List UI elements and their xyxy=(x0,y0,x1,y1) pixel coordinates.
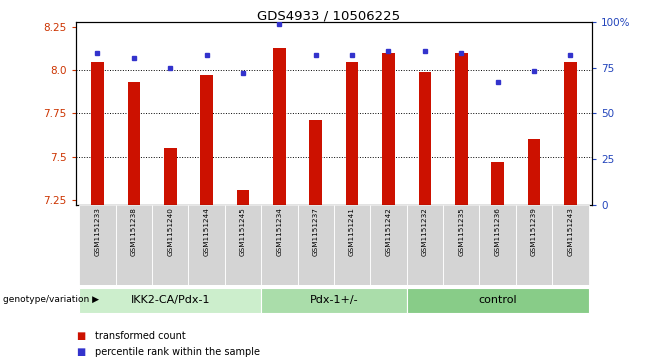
Bar xyxy=(188,205,225,285)
Bar xyxy=(309,121,322,205)
Bar xyxy=(164,148,176,205)
Bar xyxy=(528,139,540,205)
Text: GSM1151238: GSM1151238 xyxy=(131,208,137,256)
Text: genotype/variation ▶: genotype/variation ▶ xyxy=(3,295,99,304)
Text: GSM1151244: GSM1151244 xyxy=(203,208,210,256)
Text: GSM1151243: GSM1151243 xyxy=(567,208,573,256)
Text: GSM1151245: GSM1151245 xyxy=(240,208,246,256)
Text: GSM1151239: GSM1151239 xyxy=(531,208,537,256)
Bar xyxy=(116,205,152,285)
Text: GSM1151235: GSM1151235 xyxy=(458,208,465,256)
Bar xyxy=(552,205,588,285)
Bar xyxy=(273,48,286,205)
Text: GSM1151240: GSM1151240 xyxy=(167,208,173,256)
Bar xyxy=(370,205,407,285)
Text: GSM1151233: GSM1151233 xyxy=(95,208,101,256)
Bar xyxy=(407,205,443,285)
Text: GSM1151241: GSM1151241 xyxy=(349,208,355,256)
Text: transformed count: transformed count xyxy=(95,331,186,341)
Text: GSM1151232: GSM1151232 xyxy=(422,208,428,256)
Text: ■: ■ xyxy=(76,331,85,341)
Bar xyxy=(345,62,359,205)
Text: control: control xyxy=(478,295,517,305)
Bar xyxy=(480,205,516,285)
Bar xyxy=(225,205,261,285)
Text: Pdx-1+/-: Pdx-1+/- xyxy=(310,295,358,305)
Bar xyxy=(261,288,407,313)
Text: GSM1151242: GSM1151242 xyxy=(386,208,392,256)
Bar xyxy=(200,76,213,205)
Bar xyxy=(418,72,431,205)
Bar xyxy=(80,205,116,285)
Bar xyxy=(297,205,334,285)
Bar xyxy=(443,205,480,285)
Bar xyxy=(91,62,104,205)
Bar xyxy=(261,205,297,285)
Bar xyxy=(516,205,552,285)
Bar xyxy=(382,53,395,205)
Text: ■: ■ xyxy=(76,347,85,357)
Bar xyxy=(455,53,468,205)
Text: GSM1151237: GSM1151237 xyxy=(313,208,318,256)
Text: percentile rank within the sample: percentile rank within the sample xyxy=(95,347,261,357)
Text: IKK2-CA/Pdx-1: IKK2-CA/Pdx-1 xyxy=(130,295,210,305)
Bar xyxy=(492,162,504,205)
Text: GDS4933 / 10506225: GDS4933 / 10506225 xyxy=(257,9,401,22)
Bar xyxy=(334,205,370,285)
Bar xyxy=(237,189,249,205)
Bar xyxy=(80,288,261,313)
Text: GSM1151236: GSM1151236 xyxy=(495,208,501,256)
Text: GSM1151234: GSM1151234 xyxy=(276,208,282,256)
Bar xyxy=(152,205,188,285)
Bar xyxy=(128,82,140,205)
Bar xyxy=(564,62,577,205)
Bar xyxy=(407,288,588,313)
